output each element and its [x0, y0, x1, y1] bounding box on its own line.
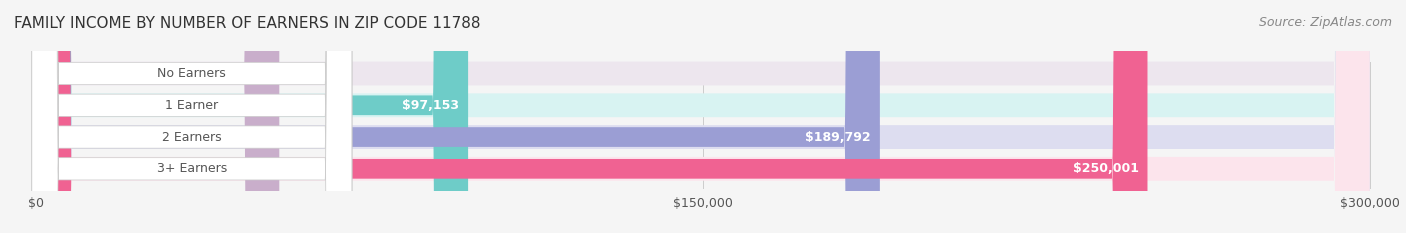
FancyBboxPatch shape: [32, 0, 352, 233]
FancyBboxPatch shape: [32, 0, 352, 233]
Text: $250,001: $250,001: [1073, 162, 1139, 175]
Text: FAMILY INCOME BY NUMBER OF EARNERS IN ZIP CODE 11788: FAMILY INCOME BY NUMBER OF EARNERS IN ZI…: [14, 16, 481, 31]
FancyBboxPatch shape: [32, 0, 352, 233]
FancyBboxPatch shape: [37, 0, 880, 233]
FancyBboxPatch shape: [37, 0, 1369, 233]
FancyBboxPatch shape: [37, 0, 1369, 233]
Text: $189,792: $189,792: [806, 130, 870, 144]
Text: No Earners: No Earners: [157, 67, 226, 80]
FancyBboxPatch shape: [37, 0, 280, 233]
Text: $97,153: $97,153: [402, 99, 460, 112]
Text: 3+ Earners: 3+ Earners: [156, 162, 226, 175]
FancyBboxPatch shape: [37, 0, 468, 233]
FancyBboxPatch shape: [32, 0, 352, 233]
FancyBboxPatch shape: [37, 0, 1147, 233]
Text: $54,674: $54,674: [214, 67, 270, 80]
Text: Source: ZipAtlas.com: Source: ZipAtlas.com: [1258, 16, 1392, 29]
Text: 2 Earners: 2 Earners: [162, 130, 222, 144]
Text: 1 Earner: 1 Earner: [166, 99, 218, 112]
FancyBboxPatch shape: [37, 0, 1369, 233]
FancyBboxPatch shape: [37, 0, 1369, 233]
